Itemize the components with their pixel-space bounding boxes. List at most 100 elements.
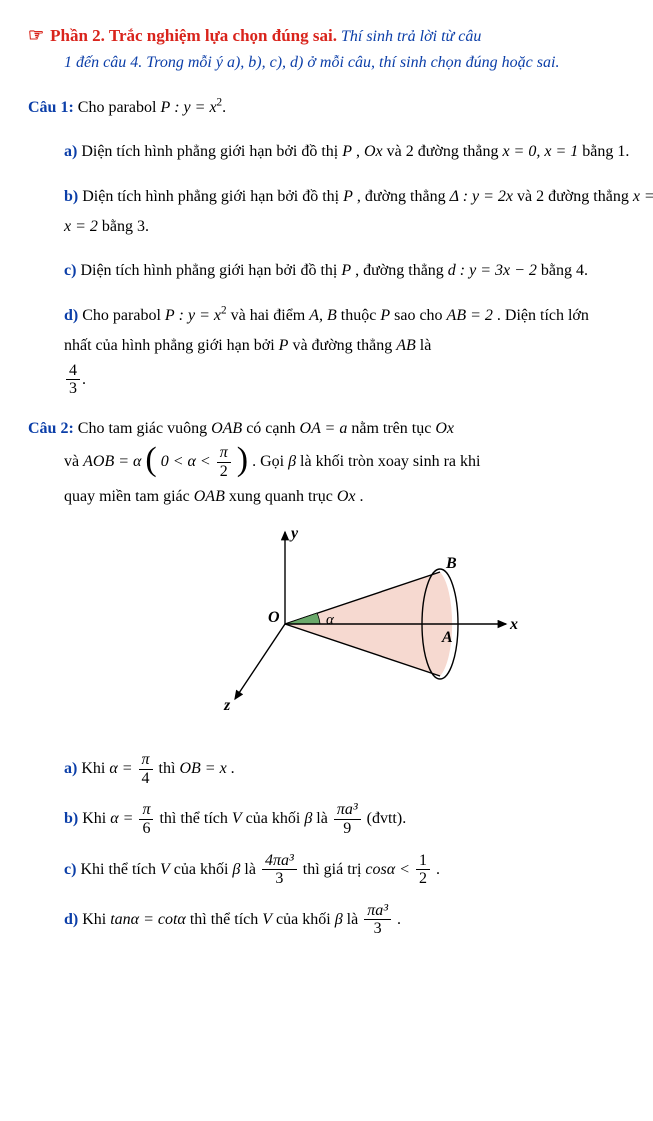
q1-intro-line: Câu 1: Cho parabol P : y = x2. xyxy=(28,93,653,123)
q2-c-t3: là xyxy=(244,860,260,877)
q1-body: a) Diện tích hình phẳng giới hạn bởi đồ … xyxy=(28,137,653,398)
q1-d-line2: nhất của hình phẳng giới hạn bởi P và đư… xyxy=(64,331,653,361)
q2-intro-line3: quay miền tam giác OAB xung quanh trục O… xyxy=(28,480,653,514)
q2-b-frac-num: π xyxy=(139,801,153,819)
q2-a-OBeq: OB = x xyxy=(179,760,226,777)
q2-c: c) Khi thể tích V của khối β là 4πa³ 3 t… xyxy=(64,852,653,888)
q1-a-t2: , xyxy=(356,143,364,160)
q1-d-t6: . Diện tích lớn xyxy=(497,307,589,324)
q2-b-t4: là xyxy=(316,810,332,827)
q2-a-frac: π 4 xyxy=(139,751,153,787)
q1-c-P: P xyxy=(341,262,351,279)
q1-a-label: a) xyxy=(64,143,77,160)
q1-b-t1: Diện tích hình phẳng giới hạn bởi đồ thị xyxy=(82,188,343,205)
q2-b-vol-den: 9 xyxy=(334,819,361,838)
q2-paren-frac-den: 2 xyxy=(217,462,231,481)
q1-d-dot: . xyxy=(82,370,86,387)
q2-b-alpha: α = xyxy=(110,810,137,827)
q2-a-t3: . xyxy=(231,760,235,777)
q1-d-t2: : y = x xyxy=(179,307,221,324)
q1-d-line2a: nhất của hình phẳng giới hạn bởi xyxy=(64,337,279,354)
q2-Ox: Ox xyxy=(435,420,454,437)
q1-b-t4: bằng 3. xyxy=(102,218,149,235)
q2-label: Câu 2: xyxy=(28,420,74,437)
q1-a-eq: x = 0, x = 1 xyxy=(502,143,578,160)
q2-c-cos: cosα < xyxy=(365,860,414,877)
q2-intro2: có cạnh xyxy=(246,420,299,437)
q1-a-Ox: Ox xyxy=(364,143,383,160)
q1-b-label: b) xyxy=(64,188,78,205)
q2-OAB2: OAB xyxy=(194,488,225,505)
q1-P: P xyxy=(160,99,170,116)
q1-d-P: P xyxy=(165,307,175,324)
fig-label-B: B xyxy=(445,555,457,572)
q2-c-t4: thì giá trị xyxy=(303,860,366,877)
q2-a-frac-num: π xyxy=(139,751,153,769)
q2-c-vol-num: 4πa³ xyxy=(262,852,297,870)
q2-line2c: là khối tròn xoay sinh ra khi xyxy=(300,453,480,470)
q2-b-t2: thì thể tích xyxy=(159,810,231,827)
q2-d-t2: thì thể tích xyxy=(190,911,262,928)
q1-eq: : y = x xyxy=(174,99,216,116)
section-header: ☞ Phần 2. Trắc nghiệm lựa chọn đúng sai.… xyxy=(28,18,653,79)
fig-label-A: A xyxy=(441,629,453,646)
q1-c-t3: bằng 4. xyxy=(541,262,588,279)
q2-a-alpha: α = xyxy=(109,760,136,777)
q2-angle: AOB = α xyxy=(83,453,141,470)
q2-a-label: a) xyxy=(64,760,77,777)
q2-c-t1: Khi thể tích xyxy=(80,860,160,877)
q1-d-frac-num: 4 xyxy=(66,362,80,380)
q1-b-delta: Δ : y = 2x xyxy=(450,188,513,205)
q2-d-volfrac: πa³ 3 xyxy=(364,902,391,938)
q2-a-t1: Khi xyxy=(81,760,109,777)
q1-b-t2: , đường thẳng xyxy=(357,188,450,205)
q1-d-AB: A, B xyxy=(309,307,337,324)
q2-b-t5: (đvtt). xyxy=(367,810,407,827)
q1-b-t3: và 2 đường thẳng xyxy=(517,188,633,205)
q2-c-dot: . xyxy=(436,860,440,877)
q2-c-rhs-num: 1 xyxy=(416,852,430,870)
q1-d-line2c: là xyxy=(420,337,432,354)
q1-d-sup: 2 xyxy=(221,304,227,316)
q2-c-t2: của khối xyxy=(174,860,233,877)
q2-c-V: V xyxy=(160,860,170,877)
q1-a-t4: bằng 1. xyxy=(582,143,629,160)
question-2: Câu 2: Cho tam giác vuông OAB có cạnh OA… xyxy=(28,414,653,938)
q2-b-vol-num: πa³ xyxy=(334,801,361,819)
q2-a-frac-den: 4 xyxy=(139,769,153,788)
q1-a-t1: Diện tích hình phẳng giới hạn bởi đồ thị xyxy=(81,143,342,160)
q2-b-beta: β xyxy=(304,810,312,827)
q1-d: d) Cho parabol P : y = x2 và hai điểm A,… xyxy=(64,301,653,398)
q1-c: c) Diện tích hình phẳng giới hạn bởi đồ … xyxy=(64,256,653,286)
q1-c-t2: , đường thẳng xyxy=(355,262,448,279)
q2-d-vol-den: 3 xyxy=(364,919,391,938)
q2-body: a) Khi α = π 4 thì OB = x . b) Khi α = π… xyxy=(28,751,653,938)
q1-a-t3: và 2 đường thẳng xyxy=(387,143,503,160)
q1-b-P: P xyxy=(343,188,353,205)
q2-d-dot: . xyxy=(397,911,401,928)
q2-d-V: V xyxy=(262,911,272,928)
fig-label-z: z xyxy=(223,697,231,714)
q1-b: b) Diện tích hình phẳng giới hạn bởi đồ … xyxy=(64,182,653,243)
cone-diagram-icon: y x z O B A α xyxy=(190,524,520,724)
q1-d-frac: 4 3 xyxy=(66,362,80,398)
q2-line3c: . xyxy=(359,488,363,505)
q1-d-frac-den: 3 xyxy=(66,379,80,398)
q1-c-label: c) xyxy=(64,262,76,279)
q2-line3b: xung quanh trục xyxy=(229,488,337,505)
q2-d-tan: tanα = cotα xyxy=(110,911,186,928)
q2-b-volfrac: πa³ 9 xyxy=(334,801,361,837)
q2-Ox2: Ox xyxy=(337,488,356,505)
section-instr-1: Thí sinh trả lời từ câu xyxy=(341,28,481,45)
q2-intro-line2: và AOB = α ( 0 < α < π 2 ) . Gọi β là kh… xyxy=(28,444,653,480)
q1-label: Câu 1: xyxy=(28,99,74,116)
rparen-icon: ) xyxy=(237,443,248,477)
q2-d-label: d) xyxy=(64,911,78,928)
fig-label-alpha: α xyxy=(326,612,335,628)
q2-intro1: Cho tam giác vuông xyxy=(78,420,211,437)
q1-d-P3: P xyxy=(279,337,289,354)
q2-OAB: OAB xyxy=(211,420,242,437)
q2-paren-frac-num: π xyxy=(217,444,231,462)
section-title: Phần 2. Trắc nghiệm lựa chọn đúng sai. xyxy=(50,26,337,45)
q1-d-ABeq: AB = 2 xyxy=(447,307,493,324)
